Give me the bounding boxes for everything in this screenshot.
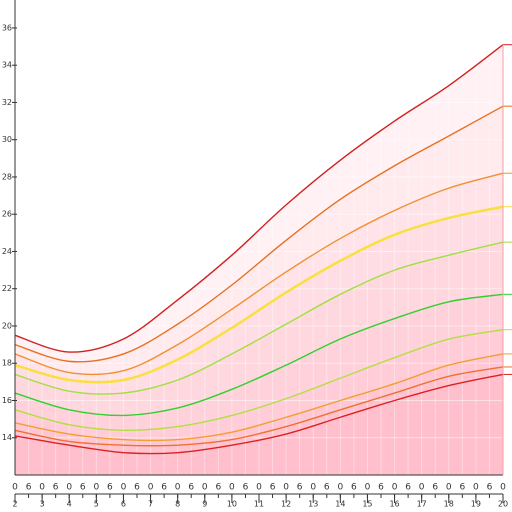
x-month-label: 0 [12, 483, 18, 493]
x-month-label: 0 [175, 483, 181, 493]
x-month-label: 0 [310, 483, 316, 493]
y-tick-label: 28 [2, 172, 12, 181]
x-month-label: 6 [270, 483, 276, 493]
x-month-label: 6 [215, 483, 221, 493]
x-month-label: 0 [392, 483, 398, 493]
x-month-label: 6 [297, 483, 303, 493]
band-fill [15, 374, 503, 475]
x-tick-label: 20 [498, 500, 508, 509]
y-tick-label: 22 [2, 284, 12, 293]
y-tick-label: 30 [2, 135, 12, 144]
x-month-label: 6 [405, 483, 411, 493]
x-month-label: 6 [188, 483, 194, 493]
x-month-label: 6 [53, 483, 59, 493]
x-month-label: 0 [39, 483, 45, 493]
x-tick-label: 16 [389, 500, 399, 509]
percentile-line [14, 353, 504, 442]
x-tick-label: 17 [417, 500, 427, 509]
y-tick-label: 32 [2, 98, 12, 107]
x-month-label: 0 [148, 483, 154, 493]
x-month-label: 0 [337, 483, 343, 493]
x-tick-label: 13 [308, 500, 318, 509]
x-month-label: 0 [365, 483, 371, 493]
x-month-label: 6 [432, 483, 438, 493]
x-tick-label: 7 [148, 500, 153, 509]
y-tick-label: 14 [2, 433, 12, 442]
band-fill [15, 353, 503, 475]
x-month-label: 0 [93, 483, 99, 493]
x-month-label: 0 [121, 483, 127, 493]
x-month-label: 0 [256, 483, 262, 493]
band-fill [15, 366, 503, 475]
x-tick-label: 12 [281, 500, 291, 509]
x-month-label: 6 [351, 483, 357, 493]
percentile-line [14, 293, 504, 417]
y-tick-label: 26 [2, 210, 12, 219]
percentile-line [14, 366, 504, 447]
band-fill [15, 206, 503, 475]
x-month-label: 6 [26, 483, 32, 493]
band-fill [15, 44, 503, 476]
y-tick-label: 18 [2, 359, 12, 368]
x-month-label: 0 [202, 483, 208, 493]
percentile-line [14, 105, 504, 363]
x-month-label: 6 [459, 483, 465, 493]
y-tick-label: 16 [2, 396, 12, 405]
percentile-line [14, 329, 504, 432]
x-month-label: 0 [419, 483, 425, 493]
x-tick-label: 9 [202, 500, 207, 509]
x-month-label: 0 [473, 483, 479, 493]
percentile-line [14, 205, 504, 384]
x-tick-label: 14 [335, 500, 345, 509]
percentile-line [14, 44, 504, 353]
x-month-label: 6 [243, 483, 249, 493]
x-month-label: 0 [446, 483, 452, 493]
percentile-line [14, 241, 504, 395]
band-fill [15, 329, 503, 475]
x-month-label: 6 [324, 483, 330, 493]
x-tick-label: 5 [94, 500, 99, 509]
x-tick-label: 11 [254, 500, 264, 509]
x-month-label: 0 [283, 483, 289, 493]
x-month-label: 0 [66, 483, 72, 493]
x-month-label: 6 [378, 483, 384, 493]
x-month-label: 6 [161, 483, 167, 493]
x-tick-label: 18 [444, 500, 454, 509]
x-month-label: 0 [500, 483, 506, 493]
y-tick-label: 34 [2, 61, 12, 70]
x-tick-label: 15 [362, 500, 372, 509]
y-tick-label: 24 [2, 247, 12, 256]
percentile-line [14, 172, 504, 376]
x-month-label: 6 [107, 483, 113, 493]
x-month-label: 6 [134, 483, 140, 493]
x-tick-label: 2 [12, 500, 17, 509]
band-fill [15, 173, 503, 475]
x-month-label: 0 [229, 483, 235, 493]
x-month-label: 6 [80, 483, 86, 493]
x-tick-label: 10 [227, 500, 237, 509]
x-month-label: 6 [487, 483, 493, 493]
percentile-line [14, 373, 504, 455]
y-tick-label: 20 [2, 321, 12, 330]
x-tick-label: 4 [67, 500, 72, 509]
x-tick-label: 19 [471, 500, 481, 509]
x-tick-label: 6 [121, 500, 126, 509]
y-tick-label: 36 [2, 23, 12, 32]
x-tick-label: 8 [175, 500, 180, 509]
x-tick-label: 3 [40, 500, 45, 509]
band-fill [15, 242, 503, 475]
